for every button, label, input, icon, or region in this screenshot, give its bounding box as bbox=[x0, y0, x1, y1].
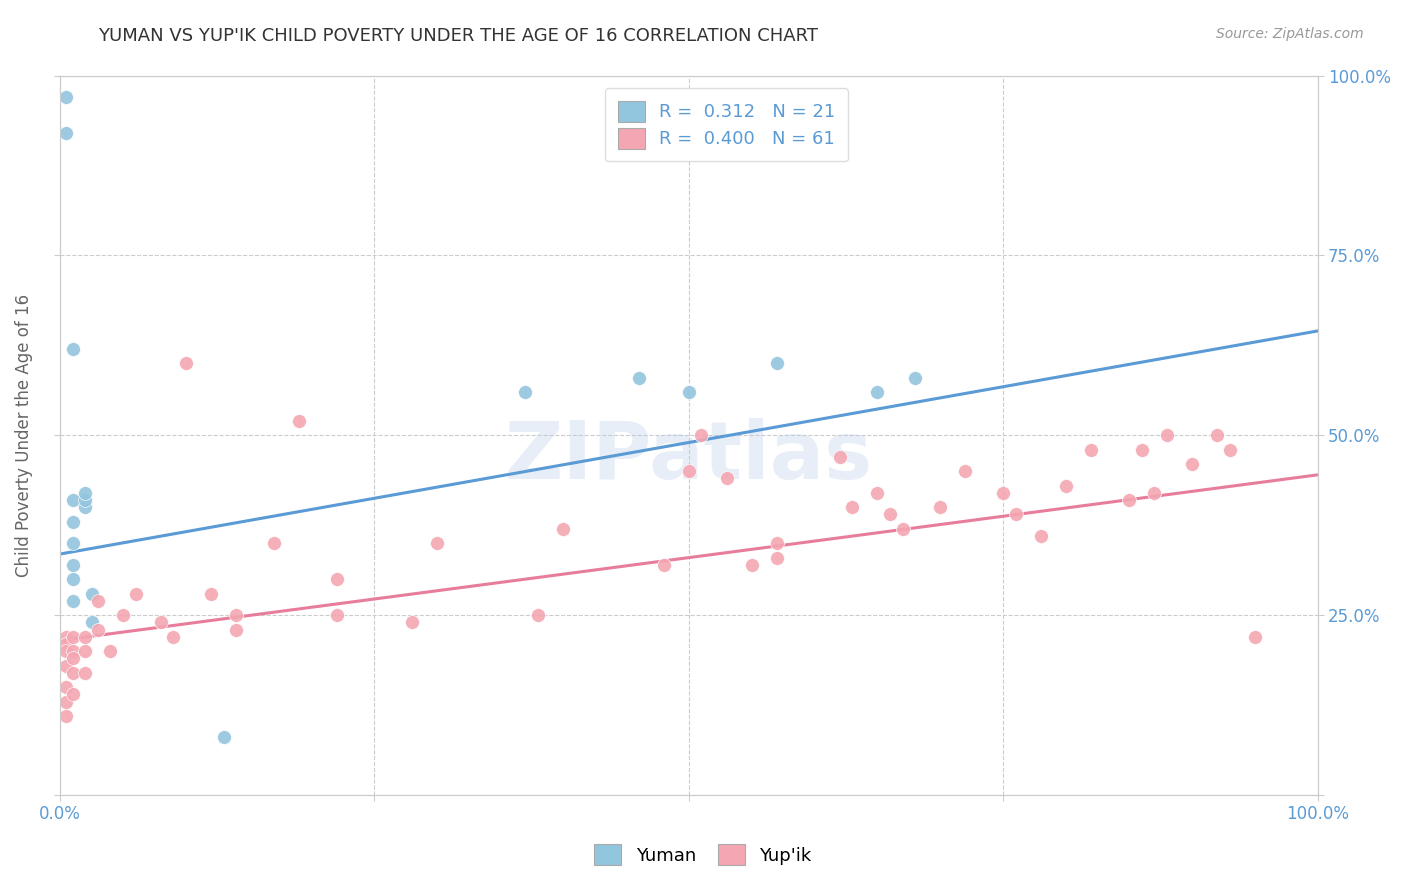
Point bbox=[288, 414, 311, 428]
Point bbox=[866, 385, 889, 400]
Point bbox=[678, 464, 700, 478]
Point bbox=[87, 623, 110, 637]
Point bbox=[55, 709, 77, 723]
Point bbox=[225, 623, 247, 637]
Point bbox=[690, 428, 713, 442]
Point bbox=[325, 572, 347, 586]
Point bbox=[80, 586, 103, 600]
Point bbox=[55, 658, 77, 673]
Point bbox=[652, 558, 675, 572]
Point bbox=[716, 471, 738, 485]
Point bbox=[75, 493, 97, 508]
Point bbox=[678, 385, 700, 400]
Point bbox=[1029, 529, 1052, 543]
Point bbox=[55, 630, 77, 644]
Point bbox=[212, 731, 235, 745]
Point bbox=[55, 126, 77, 140]
Point bbox=[225, 608, 247, 623]
Point bbox=[955, 464, 977, 478]
Point bbox=[100, 644, 122, 658]
Point bbox=[62, 687, 84, 701]
Point bbox=[62, 665, 84, 680]
Point bbox=[891, 522, 914, 536]
Point bbox=[879, 508, 901, 522]
Point bbox=[174, 356, 197, 370]
Point bbox=[75, 500, 97, 515]
Point bbox=[62, 536, 84, 550]
Point bbox=[75, 644, 97, 658]
Point bbox=[55, 637, 77, 651]
Point bbox=[741, 558, 763, 572]
Text: YUMAN VS YUP'IK CHILD POVERTY UNDER THE AGE OF 16 CORRELATION CHART: YUMAN VS YUP'IK CHILD POVERTY UNDER THE … bbox=[98, 27, 818, 45]
Point bbox=[426, 536, 449, 550]
Text: Source: ZipAtlas.com: Source: ZipAtlas.com bbox=[1216, 27, 1364, 41]
Point bbox=[124, 586, 146, 600]
Point bbox=[929, 500, 952, 515]
Point bbox=[75, 665, 97, 680]
Point bbox=[1206, 428, 1229, 442]
Point bbox=[149, 615, 172, 630]
Point bbox=[1004, 508, 1026, 522]
Point bbox=[766, 356, 789, 370]
Legend: R =  0.312   N = 21, R =  0.400   N = 61: R = 0.312 N = 21, R = 0.400 N = 61 bbox=[605, 88, 848, 161]
Point bbox=[162, 630, 184, 644]
Point bbox=[62, 594, 84, 608]
Point bbox=[841, 500, 863, 515]
Point bbox=[993, 486, 1015, 500]
Point bbox=[62, 651, 84, 665]
Point bbox=[1219, 442, 1241, 457]
Point bbox=[55, 90, 77, 104]
Point bbox=[1118, 493, 1140, 508]
Point bbox=[866, 486, 889, 500]
Point bbox=[75, 486, 97, 500]
Point bbox=[401, 615, 423, 630]
Point bbox=[904, 370, 927, 384]
Point bbox=[200, 586, 222, 600]
Legend: Yuman, Yup'ik: Yuman, Yup'ik bbox=[585, 835, 821, 874]
Point bbox=[62, 558, 84, 572]
Point bbox=[87, 594, 110, 608]
Point bbox=[55, 644, 77, 658]
Point bbox=[80, 615, 103, 630]
Point bbox=[1080, 442, 1102, 457]
Point bbox=[766, 550, 789, 565]
Point bbox=[111, 608, 134, 623]
Point bbox=[62, 644, 84, 658]
Point bbox=[527, 608, 550, 623]
Point bbox=[1181, 457, 1204, 471]
Point bbox=[1243, 630, 1265, 644]
Point bbox=[766, 536, 789, 550]
Point bbox=[62, 342, 84, 356]
Point bbox=[62, 515, 84, 529]
Y-axis label: Child Poverty Under the Age of 16: Child Poverty Under the Age of 16 bbox=[15, 293, 32, 577]
Point bbox=[515, 385, 537, 400]
Text: ZIPatlas: ZIPatlas bbox=[505, 417, 873, 496]
Point bbox=[55, 694, 77, 708]
Point bbox=[1130, 442, 1153, 457]
Point bbox=[62, 493, 84, 508]
Point bbox=[551, 522, 574, 536]
Point bbox=[75, 630, 97, 644]
Point bbox=[62, 572, 84, 586]
Point bbox=[1156, 428, 1178, 442]
Point bbox=[828, 450, 851, 464]
Point bbox=[263, 536, 285, 550]
Point bbox=[62, 630, 84, 644]
Point bbox=[55, 680, 77, 694]
Point bbox=[325, 608, 347, 623]
Point bbox=[1143, 486, 1166, 500]
Point bbox=[627, 370, 650, 384]
Point bbox=[1054, 478, 1077, 492]
